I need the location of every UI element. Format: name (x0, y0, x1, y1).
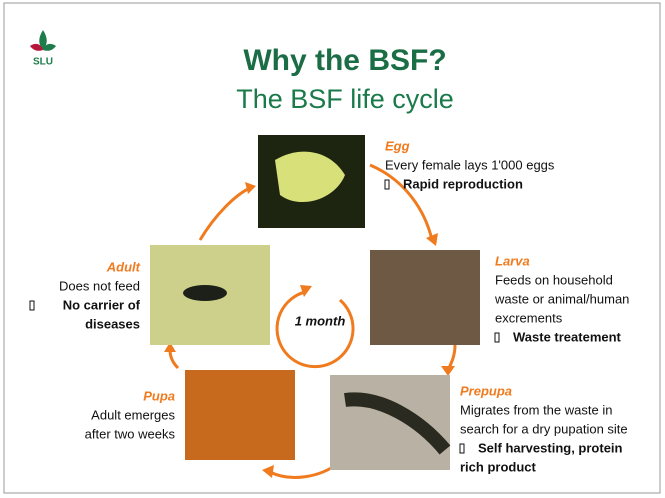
stage-name: Larva (495, 253, 530, 268)
pupa-photo (185, 370, 295, 460)
logo-text: SLU (33, 57, 53, 68)
stage-description: Migrates from the waste in (460, 402, 612, 417)
stage-name: Prepupa (460, 383, 512, 398)
stage-name: Pupa (143, 388, 175, 403)
slide: SLU Why the BSF? The BSF life cycle 1 mo… (0, 0, 665, 498)
stage-benefit: No carrier of (63, 297, 141, 312)
prepupa-photo (330, 375, 450, 470)
stage-name: Adult (106, 259, 141, 274)
stage-benefit: rich product (460, 459, 537, 474)
stage-benefit: Self harvesting, protein (478, 440, 623, 455)
center-label: 1 month (295, 313, 346, 328)
stage-name: Egg (385, 138, 410, 153)
stage-description: Does not feed (59, 278, 140, 293)
stage-benefit: Waste treatement (513, 329, 622, 344)
stage-description: excrements (495, 310, 563, 325)
stage-description: Adult emerges (91, 407, 175, 422)
adult-photo-detail (183, 285, 227, 301)
stage-description: search for a dry pupation site (460, 421, 628, 436)
stage-benefit: diseases (85, 316, 140, 331)
stage-description: Feeds on household (495, 272, 613, 287)
stage-description: waste or animal/human (494, 291, 629, 306)
title: Why the BSF? (243, 44, 446, 77)
subtitle: The BSF life cycle (236, 84, 454, 114)
larva-photo (370, 250, 480, 345)
stage-benefit: Rapid reproduction (403, 176, 523, 191)
stage-description: Every female lays 1'000 eggs (385, 157, 555, 172)
stage-description: after two weeks (85, 426, 176, 441)
